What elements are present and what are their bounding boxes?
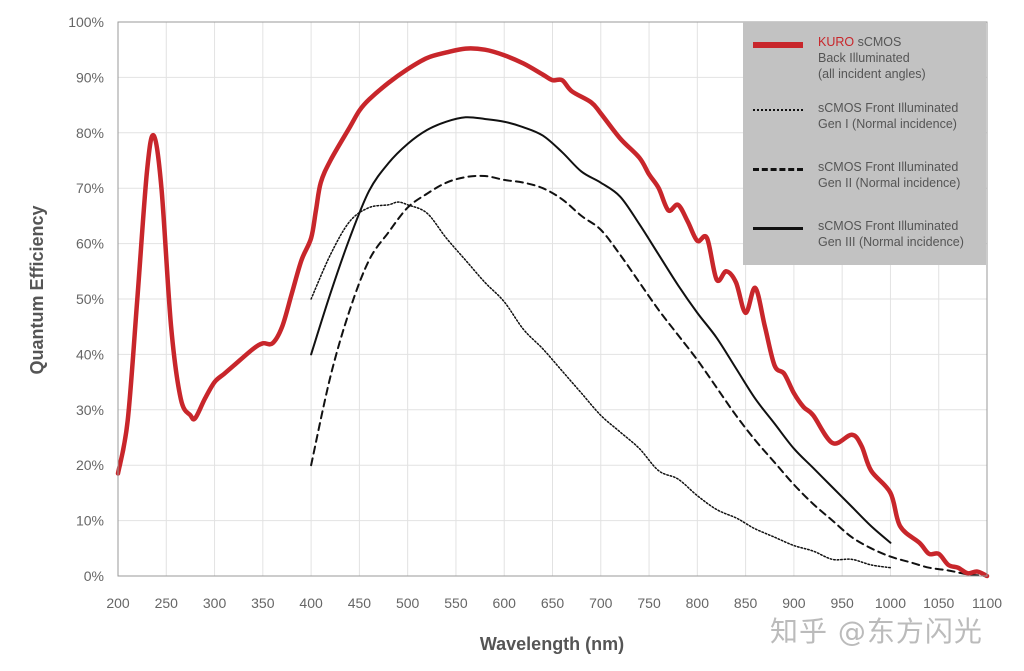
x-tick-label: 1000 <box>875 595 906 611</box>
y-tick-label: 70% <box>76 180 104 196</box>
legend: KURO sCMOS Back Illuminated (all inciden… <box>743 22 986 265</box>
series-line-kuro-back-illuminated <box>115 46 990 579</box>
x-tick-labels: 200 250 300 350 400 450 500 550 600 650 700 750 800 8… <box>106 595 1002 611</box>
x-tick-label: 550 <box>444 595 468 611</box>
legend-brand: KURO <box>818 35 855 49</box>
x-tick-label: 250 <box>155 595 179 611</box>
series-line-gen1-front-illuminated <box>310 201 892 569</box>
legend-swatch-red-thick <box>753 42 803 48</box>
x-tick-label: 900 <box>782 595 806 611</box>
x-tick-label: 1100 <box>972 595 1002 611</box>
legend-text: sCMOS Back Illuminated (all incident ang… <box>818 35 926 81</box>
y-tick-label: 90% <box>76 69 104 85</box>
x-tick-label: 400 <box>299 595 323 611</box>
x-tick-label: 300 <box>203 595 227 611</box>
x-tick-label: 600 <box>493 595 517 611</box>
legend-label: sCMOS Front Illuminated Gen I (Normal in… <box>818 101 959 131</box>
y-tick-label: 20% <box>76 457 104 473</box>
x-tick-label: 850 <box>734 595 758 611</box>
legend-label: sCMOS Front Illuminated Gen II (Normal i… <box>818 160 961 190</box>
y-tick-label: 0% <box>84 568 104 584</box>
legend-swatch-dashed <box>753 168 803 171</box>
legend-swatch-dotted <box>753 109 803 111</box>
x-axis-label: Wavelength (nm) <box>480 634 624 654</box>
x-tick-label: 200 <box>106 595 130 611</box>
series-group <box>115 46 990 579</box>
x-tick-label: 750 <box>637 595 661 611</box>
x-tick-label: 950 <box>830 595 854 611</box>
y-tick-label: 10% <box>76 513 104 529</box>
watermark: 知乎 @东方闪光 <box>770 615 983 648</box>
series-line-gen2-front-illuminated <box>310 174 988 577</box>
legend-swatch-solid <box>753 227 803 230</box>
y-tick-label: 30% <box>76 402 104 418</box>
y-axis-label: Quantum Efficiency <box>27 205 47 374</box>
x-tick-label: 650 <box>541 595 565 611</box>
x-tick-label: 1050 <box>923 595 954 611</box>
x-tick-label: 450 <box>348 595 372 611</box>
y-tick-label: 80% <box>76 125 104 141</box>
series-line-gen3-front-illuminated <box>310 116 892 544</box>
y-tick-label: 40% <box>76 346 104 362</box>
x-tick-label: 800 <box>686 595 710 611</box>
x-tick-label: 350 <box>251 595 275 611</box>
x-tick-label: 500 <box>396 595 420 611</box>
x-tick-label: 700 <box>589 595 613 611</box>
y-tick-label: 60% <box>76 236 104 252</box>
y-tick-labels: 0% 10% 20% 30% 40% 50% 60% 70% 80% 90% 100% <box>68 14 104 584</box>
legend-label: sCMOS Front Illuminated Gen III (Normal … <box>818 219 964 249</box>
y-tick-label: 50% <box>76 291 104 307</box>
plot-frame <box>117 21 988 577</box>
y-tick-label: 100% <box>68 14 104 30</box>
legend-label: KURO sCMOS Back Illuminated (all inciden… <box>818 34 983 82</box>
